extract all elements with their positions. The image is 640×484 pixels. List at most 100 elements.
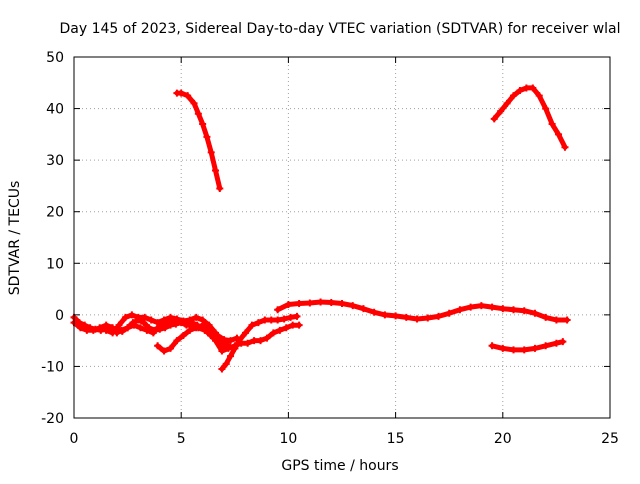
data-point bbox=[160, 347, 168, 355]
y-tick-label: 10 bbox=[46, 256, 64, 272]
data-point bbox=[559, 338, 567, 346]
data-point bbox=[184, 92, 192, 100]
series-trace bbox=[174, 90, 223, 191]
x-axis-label: GPS time / hours bbox=[281, 458, 398, 474]
x-tick-label: 0 bbox=[70, 431, 79, 447]
data-point bbox=[227, 352, 235, 360]
data-point bbox=[83, 326, 91, 334]
data-point bbox=[235, 337, 243, 345]
data-point bbox=[392, 312, 400, 320]
data-point bbox=[179, 317, 187, 325]
data-point bbox=[149, 329, 157, 337]
data-point bbox=[516, 87, 524, 95]
plot-frame bbox=[73, 56, 611, 419]
y-tick-label: 40 bbox=[46, 102, 64, 118]
data-point bbox=[561, 143, 569, 151]
data-point bbox=[327, 298, 335, 306]
data-point bbox=[563, 316, 571, 324]
data-point bbox=[269, 329, 277, 337]
data-point bbox=[177, 89, 185, 97]
data-point bbox=[267, 316, 275, 324]
y-tick-label: -10 bbox=[41, 359, 64, 375]
data-point bbox=[402, 313, 410, 321]
data-point bbox=[231, 344, 239, 352]
data-point bbox=[488, 342, 496, 350]
series-track-7 bbox=[274, 298, 571, 324]
data-point bbox=[212, 337, 220, 345]
data-point bbox=[542, 105, 550, 113]
data-point bbox=[199, 120, 207, 128]
data-point bbox=[520, 346, 528, 354]
data-points bbox=[70, 84, 571, 373]
data-point bbox=[490, 115, 498, 123]
data-point bbox=[102, 326, 110, 334]
data-point bbox=[248, 321, 256, 329]
x-axis-tick-labels: 0 5 10 15 20 25 bbox=[70, 431, 619, 447]
y-tick-label: 20 bbox=[46, 205, 64, 221]
data-point bbox=[522, 84, 530, 92]
data-point bbox=[370, 308, 378, 316]
y-axis-label: SDTVAR / TECUs bbox=[7, 181, 23, 296]
data-point bbox=[520, 307, 528, 315]
gridlines bbox=[74, 57, 610, 418]
data-point bbox=[552, 339, 560, 347]
data-point bbox=[381, 311, 389, 319]
x-tick-label: 5 bbox=[177, 431, 186, 447]
y-axis-tick-labels: -20 -10 0 10 20 30 40 50 bbox=[41, 50, 64, 427]
series-track-9 bbox=[490, 84, 569, 151]
data-point bbox=[531, 344, 539, 352]
data-point bbox=[128, 311, 136, 319]
data-point bbox=[535, 92, 543, 100]
data-point bbox=[190, 99, 198, 107]
data-point bbox=[274, 306, 282, 314]
data-point bbox=[186, 326, 194, 334]
data-point bbox=[244, 339, 252, 347]
data-point bbox=[76, 324, 84, 332]
data-point bbox=[263, 334, 271, 342]
data-point bbox=[497, 107, 505, 115]
data-point bbox=[224, 344, 232, 352]
data-point bbox=[117, 326, 125, 334]
data-point bbox=[218, 337, 226, 345]
data-point bbox=[445, 309, 453, 317]
data-point bbox=[96, 324, 104, 332]
data-point bbox=[136, 324, 144, 332]
data-point bbox=[510, 306, 518, 314]
data-point bbox=[531, 309, 539, 317]
data-point bbox=[192, 313, 200, 321]
data-point bbox=[284, 301, 292, 309]
data-point bbox=[154, 342, 162, 350]
data-point bbox=[510, 92, 518, 100]
data-point bbox=[141, 313, 149, 321]
data-point bbox=[542, 313, 550, 321]
data-point bbox=[287, 313, 295, 321]
data-point bbox=[254, 319, 262, 327]
data-point bbox=[280, 315, 288, 323]
data-point bbox=[121, 313, 129, 321]
data-point bbox=[147, 316, 155, 324]
x-tick-label: 10 bbox=[279, 431, 297, 447]
series-track-8 bbox=[488, 338, 567, 354]
data-point bbox=[413, 315, 421, 323]
data-point bbox=[242, 329, 250, 337]
data-point bbox=[218, 347, 226, 355]
data-point bbox=[130, 321, 138, 329]
data-point bbox=[499, 305, 507, 313]
data-point bbox=[203, 133, 211, 141]
data-point bbox=[218, 365, 226, 373]
data-point bbox=[199, 321, 207, 329]
y-tick-label: 0 bbox=[55, 308, 64, 324]
data-point bbox=[456, 306, 464, 314]
data-point bbox=[274, 316, 282, 324]
data-point bbox=[212, 166, 220, 174]
data-point bbox=[140, 319, 148, 327]
data-point bbox=[216, 185, 224, 193]
x-tick-label: 20 bbox=[494, 431, 512, 447]
data-point bbox=[295, 300, 303, 308]
data-point bbox=[349, 302, 357, 310]
data-point bbox=[548, 120, 556, 128]
data-point bbox=[338, 300, 346, 308]
data-point bbox=[434, 312, 442, 320]
